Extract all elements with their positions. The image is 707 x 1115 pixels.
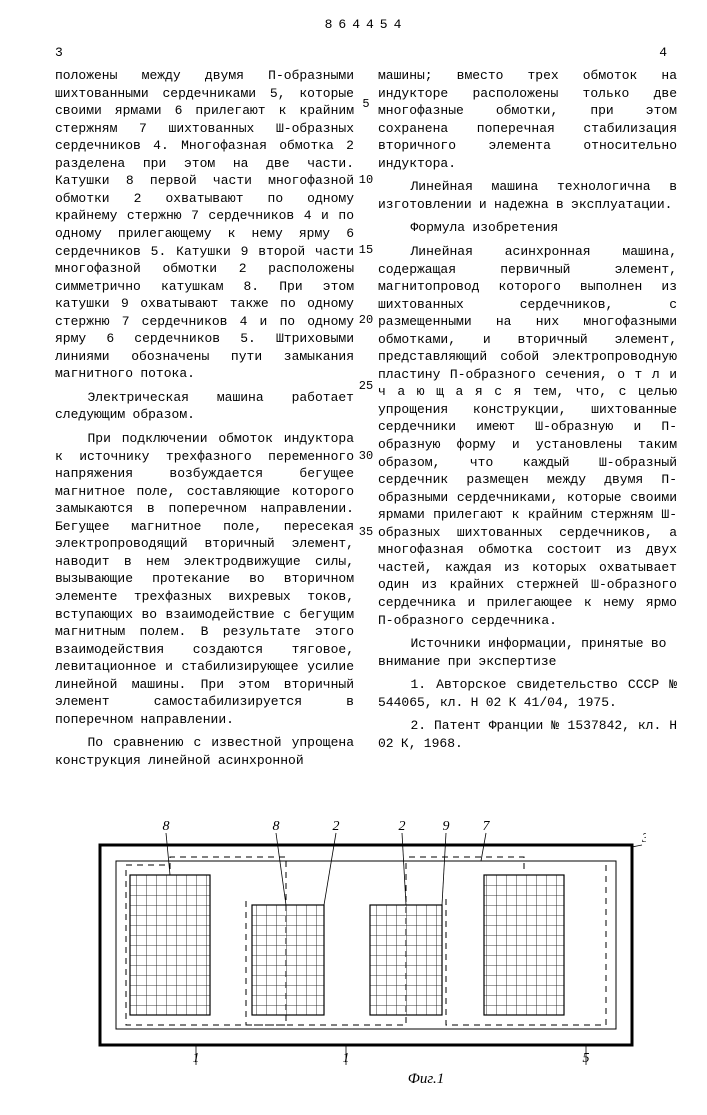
- svg-text:2: 2: [333, 819, 340, 834]
- line-number: 10: [357, 172, 375, 188]
- svg-text:1: 1: [193, 1051, 200, 1066]
- doc-number: 864454: [55, 16, 677, 34]
- svg-text:8: 8: [163, 819, 170, 834]
- page-num-left: 3: [55, 44, 63, 62]
- line-number: 20: [357, 312, 375, 328]
- svg-text:7: 7: [483, 819, 491, 834]
- paragraph: По сравнению с известной упрощена констр…: [55, 734, 354, 769]
- page-root: 864454 3 4 5 10 15 20 25 30 35 положены …: [0, 0, 707, 1115]
- line-number: 25: [357, 378, 375, 394]
- paragraph: положены между двумя П-образными шихтова…: [55, 67, 354, 383]
- claim-text: Линейная асинхронная машина, содержащая …: [378, 243, 677, 629]
- svg-text:9: 9: [443, 819, 450, 834]
- paragraph: Линейная машина технологична в изготовле…: [378, 178, 677, 213]
- figure-svg: 8 8 2 2 9 7 3 1 1 5 Фиг.1: [86, 805, 646, 1095]
- paragraph: При подключении обмоток индуктора к исто…: [55, 430, 354, 728]
- paragraph: машины; вместо трех обмоток на индукторе…: [378, 67, 677, 172]
- line-number: 35: [357, 524, 375, 540]
- figure-1: 8 8 2 2 9 7 3 1 1 5 Фиг.1: [55, 805, 677, 1095]
- reference: 1. Авторское свидетельство СССР № 544065…: [378, 676, 677, 711]
- svg-text:5: 5: [583, 1051, 590, 1066]
- svg-text:1: 1: [343, 1051, 350, 1066]
- line-number: 15: [357, 242, 375, 258]
- refs-heading: Источники информации, принятые во вниман…: [378, 635, 677, 670]
- line-number: 5: [357, 96, 375, 112]
- svg-text:2: 2: [399, 819, 406, 834]
- line-number: 30: [357, 448, 375, 464]
- page-num-right: 4: [659, 44, 667, 62]
- svg-text:8: 8: [273, 819, 280, 834]
- claims-heading: Формула изобретения: [378, 219, 677, 237]
- page-numbers: 3 4: [55, 44, 677, 62]
- reference: 2. Патент Франции № 1537842, кл. Н 02 К,…: [378, 717, 677, 752]
- paragraph: Электрическая машина работает следующим …: [55, 389, 354, 424]
- right-column: машины; вместо трех обмоток на индукторе…: [378, 67, 677, 775]
- left-column: положены между двумя П-образными шихтова…: [55, 67, 354, 775]
- svg-text:3: 3: [641, 831, 646, 846]
- body-wrapper: 3 4 5 10 15 20 25 30 35 положены между д…: [55, 44, 677, 776]
- svg-text:Фиг.1: Фиг.1: [408, 1071, 444, 1087]
